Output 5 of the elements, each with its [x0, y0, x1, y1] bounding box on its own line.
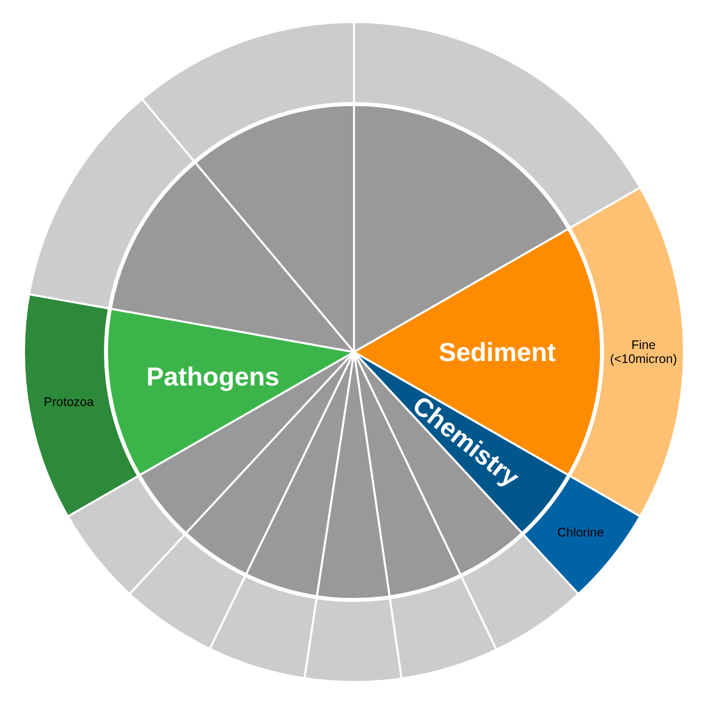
- data-label: Fine (<10micron): [610, 338, 678, 366]
- data-label: Chlorine: [557, 525, 604, 540]
- data-label: Protozoa: [44, 394, 94, 409]
- slice-label: Sediment: [438, 337, 556, 367]
- slice-label: Pathogens: [146, 362, 280, 392]
